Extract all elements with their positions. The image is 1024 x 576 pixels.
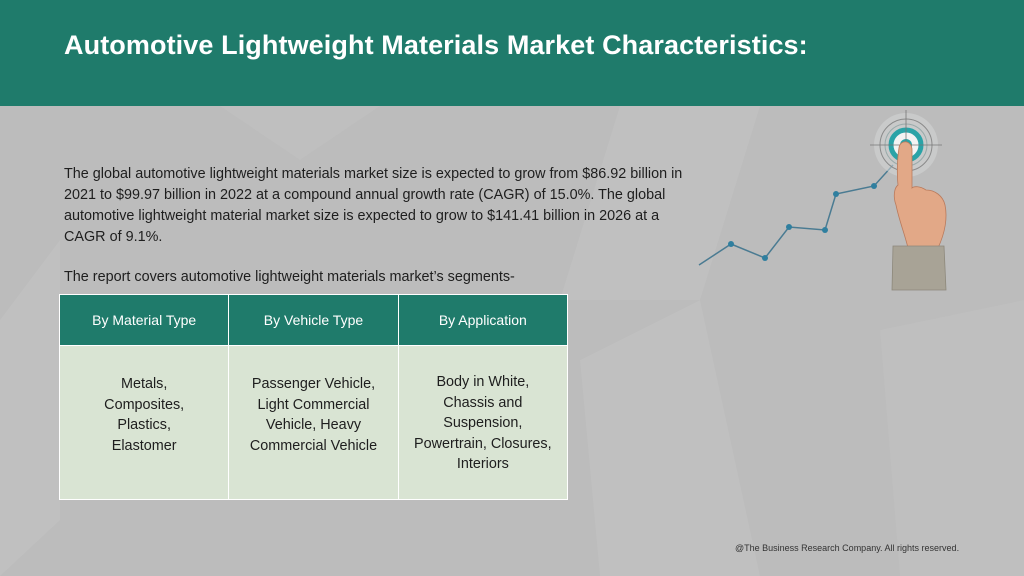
growth-illustration bbox=[698, 110, 947, 291]
cell-vehicle-types: Passenger Vehicle, Light Commercial Vehi… bbox=[228, 345, 399, 500]
cell-applications: Body in White, Chassis and Suspension, P… bbox=[397, 345, 569, 500]
table-row: Metals, Composites, Plastics, Elastomer … bbox=[58, 345, 569, 500]
growth-line-icon bbox=[698, 164, 894, 266]
page-title: Automotive Lightweight Materials Market … bbox=[64, 30, 808, 60]
header-material-type: By Material Type bbox=[58, 294, 230, 346]
market-size-paragraph: The global automotive lightweight materi… bbox=[64, 166, 683, 245]
copyright-footer: @The Business Research Company. All righ… bbox=[735, 543, 960, 553]
table-header-row: By Material Type By Vehicle Type By Appl… bbox=[58, 294, 569, 346]
title-banner: Automotive Lightweight Materials Market … bbox=[0, 0, 1024, 106]
vehicle-types-list: Passenger Vehicle, Light Commercial Vehi… bbox=[249, 376, 378, 454]
header-application: By Application bbox=[397, 294, 569, 346]
segments-table: By Material Type By Vehicle Type By Appl… bbox=[58, 294, 569, 500]
header-vehicle-type: By Vehicle Type bbox=[228, 294, 399, 346]
material-types-list: Metals, Composites, Plastics, Elastomer bbox=[104, 376, 185, 454]
pointing-hand-icon bbox=[891, 141, 947, 291]
applications-list: Body in White, Chassis and Suspension, P… bbox=[414, 374, 552, 472]
segments-intro-text: The report covers automotive lightweight… bbox=[64, 269, 515, 285]
cell-material-types: Metals, Composites, Plastics, Elastomer bbox=[58, 345, 230, 500]
